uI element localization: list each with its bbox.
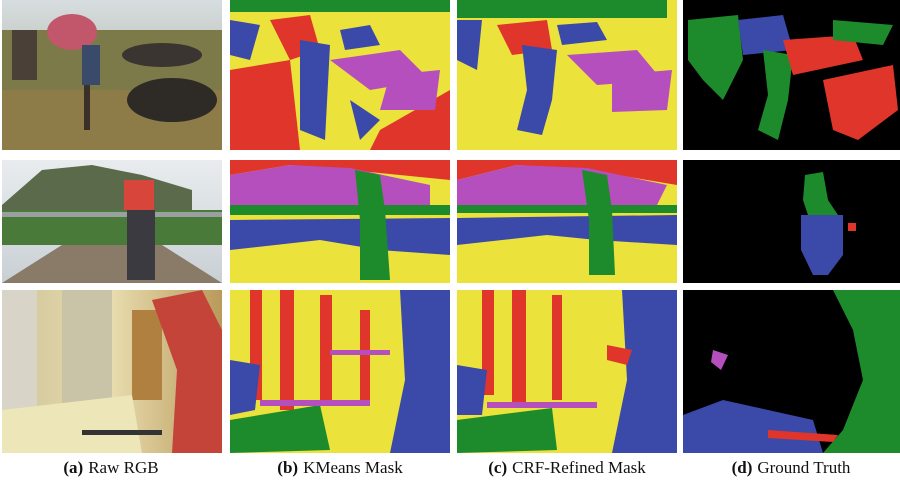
kmeans-mask	[230, 160, 450, 283]
raw-image	[2, 160, 222, 283]
kmeans-mask	[230, 0, 450, 150]
crf-mask	[457, 0, 677, 150]
caption-text: Ground Truth	[757, 458, 850, 477]
caption-text: CRF-Refined Mask	[512, 458, 646, 477]
ground-truth	[683, 0, 900, 150]
page: (a) Raw RGB (b) KMeans Mask (c) CRF-Refined…	[0, 0, 900, 488]
caption: (b) KMeans Mask	[229, 458, 451, 478]
kmeans-mask	[230, 290, 450, 453]
caption-text: Raw RGB	[88, 458, 158, 477]
raw-image	[2, 290, 222, 453]
caption: (a) Raw RGB	[0, 458, 222, 478]
ground-truth	[683, 160, 900, 283]
caption: (d)Ground Truth	[680, 458, 900, 478]
ground-truth	[683, 290, 900, 453]
caption-tag: (a)	[63, 458, 83, 477]
crf-mask	[457, 160, 677, 283]
figure-panels	[0, 0, 900, 455]
crf-mask	[457, 290, 677, 453]
caption-tag: (d)	[732, 458, 753, 477]
caption: (c) CRF-Refined Mask	[456, 458, 678, 478]
caption-text: KMeans Mask	[303, 458, 403, 477]
caption-tag: (b)	[277, 458, 298, 477]
caption-tag: (c)	[488, 458, 507, 477]
raw-image	[2, 0, 222, 150]
